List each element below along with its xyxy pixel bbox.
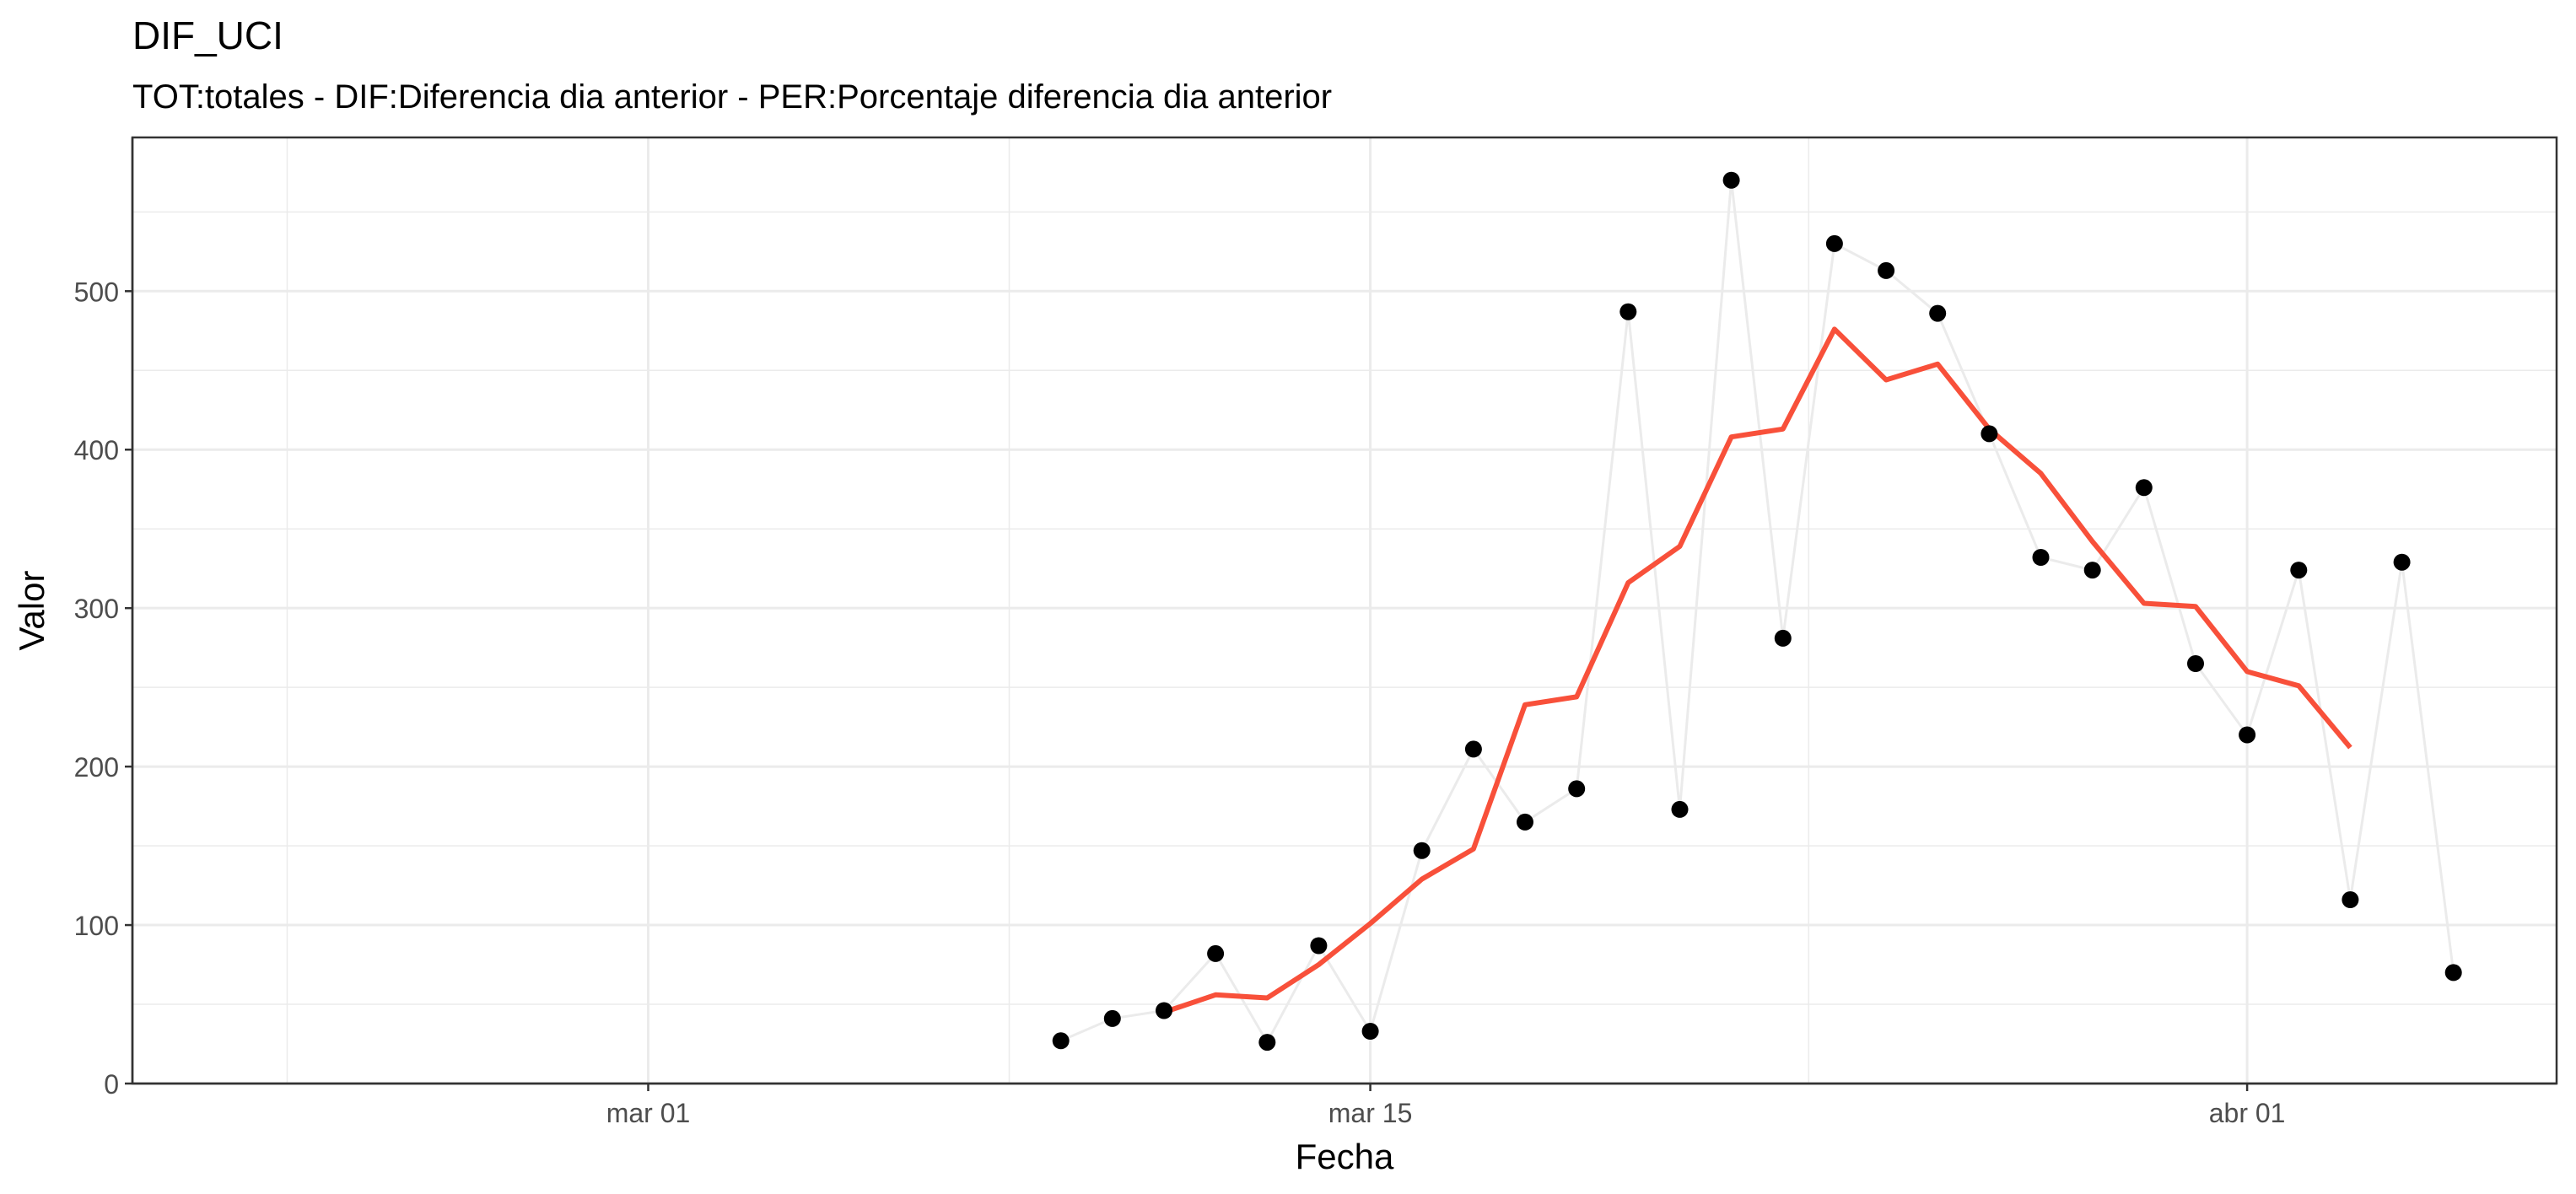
data-point xyxy=(1517,813,1533,831)
data-point xyxy=(1310,937,1328,955)
data-point xyxy=(2032,549,2050,566)
x-tick-label: mar 15 xyxy=(1328,1098,1413,1128)
data-point xyxy=(1671,800,1689,818)
data-point xyxy=(1722,171,1740,189)
data-point xyxy=(1774,629,1792,647)
data-point xyxy=(2239,726,2256,744)
y-tick-label: 400 xyxy=(74,435,119,465)
series-layer xyxy=(1052,171,2462,1051)
y-tick-label: 500 xyxy=(74,277,119,307)
y-tick-label: 200 xyxy=(74,752,119,783)
data-point xyxy=(1413,842,1431,859)
data-point xyxy=(1825,234,1843,252)
y-tick-label: 0 xyxy=(104,1069,119,1100)
data-point xyxy=(2135,479,2153,497)
data-point xyxy=(2444,964,2462,982)
data-point xyxy=(1103,1009,1121,1027)
data-point xyxy=(1568,780,1586,798)
y-tick-label: 100 xyxy=(74,911,119,941)
chart-subtitle: TOT:totales - DIF:Diferencia dia anterio… xyxy=(132,78,1332,116)
data-point xyxy=(1619,303,1637,320)
chart-title: DIF_UCI xyxy=(132,13,283,57)
data-point xyxy=(1878,261,1895,279)
y-axis: 0 100 200 300 400 500 xyxy=(74,137,134,1100)
data-point xyxy=(1929,304,1947,322)
data-point xyxy=(1464,740,1482,758)
data-point xyxy=(1156,1002,1172,1019)
data-point xyxy=(1258,1034,1276,1051)
data-point xyxy=(1981,425,1998,443)
data-point xyxy=(1207,944,1225,962)
x-axis: mar 01 mar 15 abr 01 xyxy=(132,1082,2557,1128)
x-tick-label: mar 01 xyxy=(606,1098,691,1128)
data-point xyxy=(2083,562,2101,579)
data-point xyxy=(2290,562,2308,579)
y-tick-label: 300 xyxy=(74,594,119,624)
data-point xyxy=(1361,1023,1379,1040)
data-point xyxy=(2342,891,2359,908)
daily-line xyxy=(1060,180,2455,1046)
data-point xyxy=(2187,655,2204,672)
smoothed-line xyxy=(1163,326,2352,1015)
x-axis-title: Fecha xyxy=(1296,1137,1394,1176)
minor-gridlines xyxy=(132,137,2557,1084)
data-point xyxy=(1052,1032,1070,1050)
y-axis-title: Valor xyxy=(12,571,51,651)
x-tick-label: abr 01 xyxy=(2209,1098,2286,1128)
data-point xyxy=(2393,553,2411,571)
